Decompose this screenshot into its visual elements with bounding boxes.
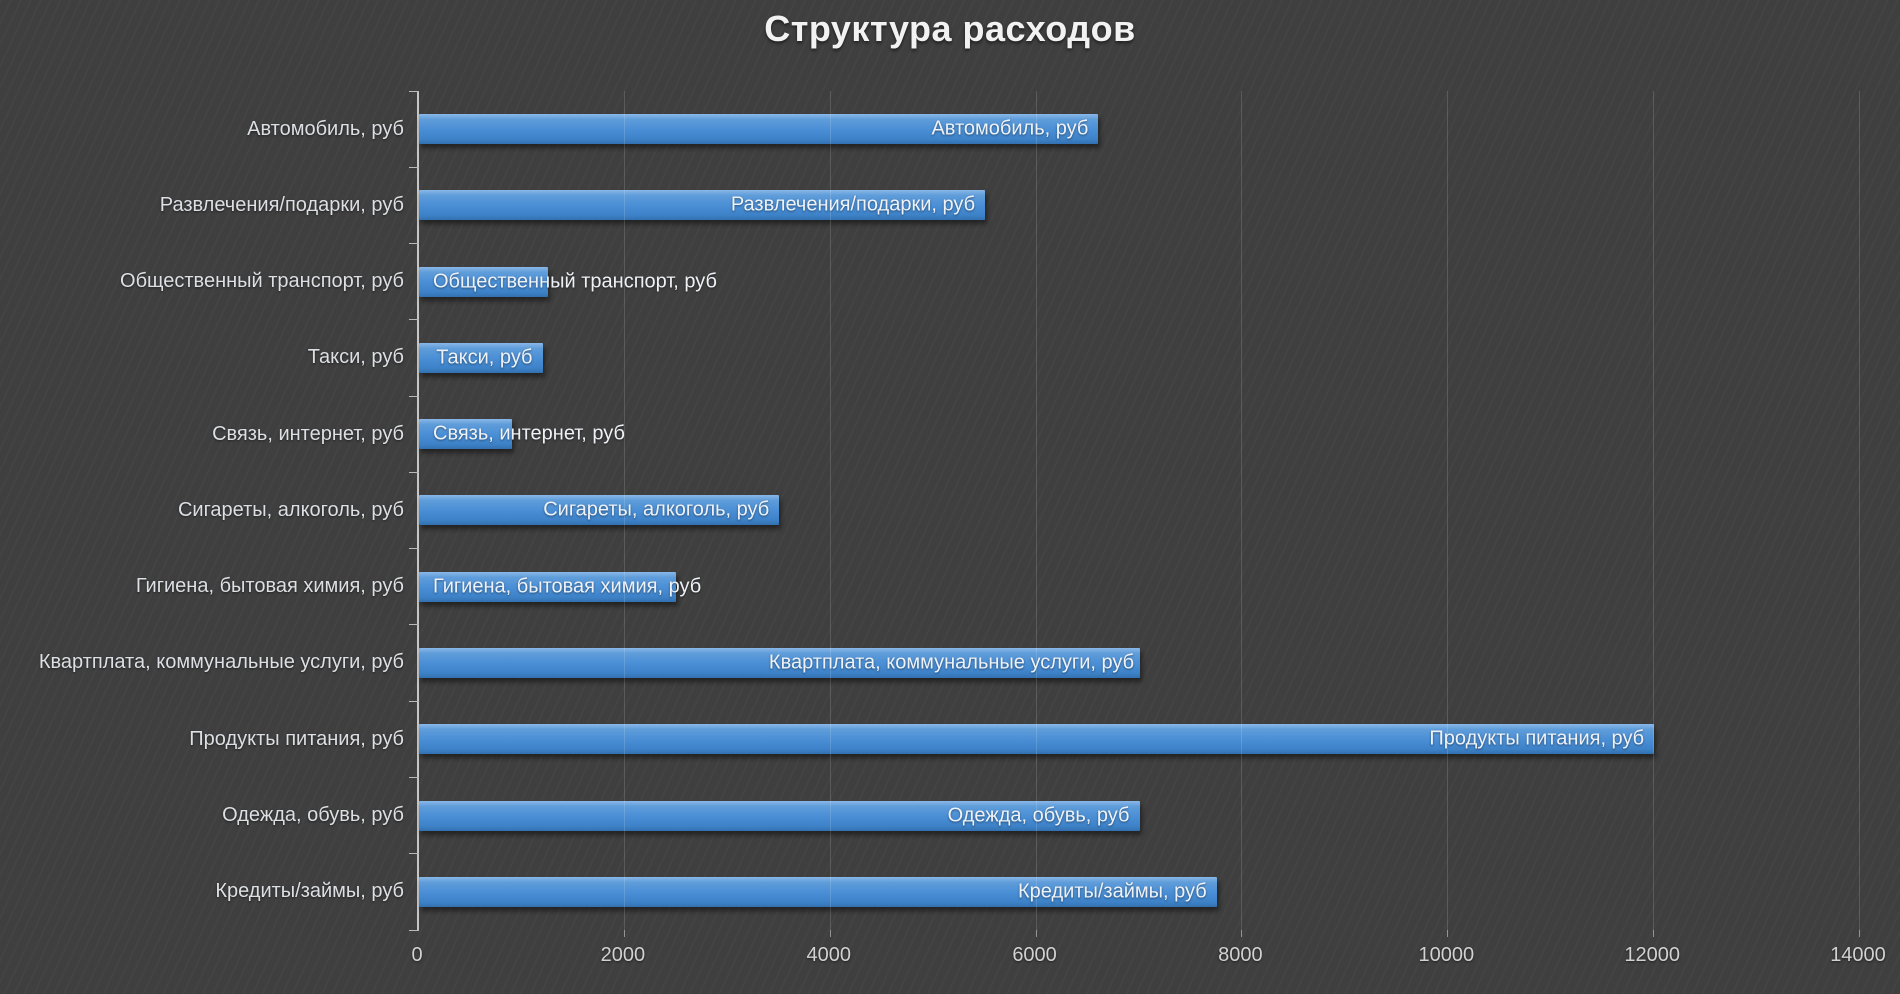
value-axis-tick-labels: 0 2000 4000 6000 8000 10000 12000 14000 [411,944,1885,974]
category-label: Такси, руб [307,346,404,369]
bar-data-label: Кредиты/займы, руб [1018,880,1207,903]
category-label: Квартплата, коммунальные услуги, руб [38,651,404,674]
bar[interactable]: Сигареты, алкоголь, руб [419,495,780,526]
bar[interactable]: Кредиты/займы, руб [419,876,1217,907]
gridline-tick [1653,930,1655,937]
gridline-tick [1241,930,1243,937]
gridline-tick [623,930,625,937]
category-axis-tick [409,395,419,397]
category-label: Развлечения/подарки, руб [159,193,404,216]
x-tick-label: 14000 [1830,944,1886,966]
x-tick-label: 6000 [1012,944,1057,966]
bar[interactable]: Квартплата, коммунальные услуги, руб [419,647,1140,678]
bar-data-label: Одежда, обувь, руб [947,804,1130,827]
bar-data-label: Сигареты, алкоголь, руб [543,498,770,521]
bar-row: Связь, интернет, руб [419,396,1860,472]
bar[interactable]: Продукты питания, руб [419,724,1655,755]
gridline [1447,91,1449,930]
category-axis-labels: Автомобиль, руб Развлечения/подарки, руб О… [0,91,404,930]
bar-rows: Автомобиль, руб Развлечения/подарки, руб О… [419,91,1860,930]
category-axis-tick [409,471,419,473]
category-label: Сигареты, алкоголь, руб [177,498,404,521]
gridline [1653,91,1655,930]
bar[interactable]: Гигиена, бытовая химия, руб [419,571,701,602]
bar-data-label: Автомобиль, руб [931,117,1089,140]
gridline-tick [1859,930,1860,937]
category-axis-tick [409,929,419,931]
category-axis-tick [409,319,419,321]
bar-data-label: Квартплата, коммунальные услуги, руб [768,651,1135,674]
x-tick-label: 2000 [600,944,646,966]
bar-data-label: Развлечения/подарки, руб [730,193,976,216]
bar-row: Общественный транспорт, руб [419,244,1860,320]
bar[interactable]: Общественный транспорт, руб [419,266,717,297]
category-axis-tick [409,90,419,92]
plot-area[interactable]: Автомобиль, руб Развлечения/подарки, руб О… [409,90,1860,937]
bar-row: Кредиты/займы, руб [419,854,1860,930]
bar-data-label: Такси, руб [436,346,533,369]
bar[interactable]: Автомобиль, руб [419,114,1099,145]
bar[interactable]: Развлечения/подарки, руб [419,190,986,221]
chart-title: Структура расходов [764,8,1136,49]
bar[interactable]: Одежда, обувь, руб [419,800,1140,831]
category-label: Одежда, обувь, руб [222,804,404,827]
gridline [1241,91,1243,930]
gridline [829,91,831,930]
gridline-tick [1035,930,1037,937]
category-label: Связь, интернет, руб [212,422,404,445]
bar-data-label: Связь, интернет, руб [433,422,625,445]
category-label: Общественный транспорт, руб [120,270,404,293]
category-label: Гигиена, бытовая химия, руб [135,575,404,598]
gridline [1859,91,1860,930]
category-axis-tick [409,624,419,626]
bar-data-label: Продукты питания, руб [1429,727,1645,750]
x-tick-label: 10000 [1418,944,1475,966]
gridline-tick [1447,930,1449,937]
bar-row: Сигареты, алкоголь, руб [419,472,1860,548]
category-label: Кредиты/займы, руб [215,880,404,903]
category-label: Автомобиль, руб [247,117,404,140]
bar[interactable]: Такси, руб [419,342,543,373]
category-axis-tick [409,776,419,778]
bar-data-label: Общественный транспорт, руб [433,270,717,293]
bar-row: Такси, руб [419,320,1860,396]
bar-row: Продукты питания, руб [419,701,1860,777]
gridline [623,91,625,930]
x-tick-label: 0 [411,944,423,966]
category-axis-tick [409,243,419,245]
x-tick-label: 12000 [1624,944,1680,966]
category-axis-tick [409,166,419,168]
bar-row: Одежда, обувь, руб [419,777,1860,853]
bar-row: Квартплата, коммунальные услуги, руб [419,625,1860,701]
bar[interactable]: Связь, интернет, руб [419,419,625,450]
gridline [1035,91,1037,930]
bar-row: Автомобиль, руб [419,91,1860,167]
category-label: Продукты питания, руб [189,727,404,750]
bar-row: Гигиена, бытовая химия, руб [419,549,1860,625]
bar-data-label: Гигиена, бытовая химия, руб [433,575,702,598]
category-axis-tick [409,548,419,550]
x-tick-label: 4000 [806,944,851,966]
category-axis-tick [409,700,419,702]
x-tick-label: 8000 [1218,944,1263,966]
gridline-tick [829,930,831,937]
category-axis-tick [409,853,419,855]
bar-row: Развлечения/подарки, руб [419,167,1860,243]
